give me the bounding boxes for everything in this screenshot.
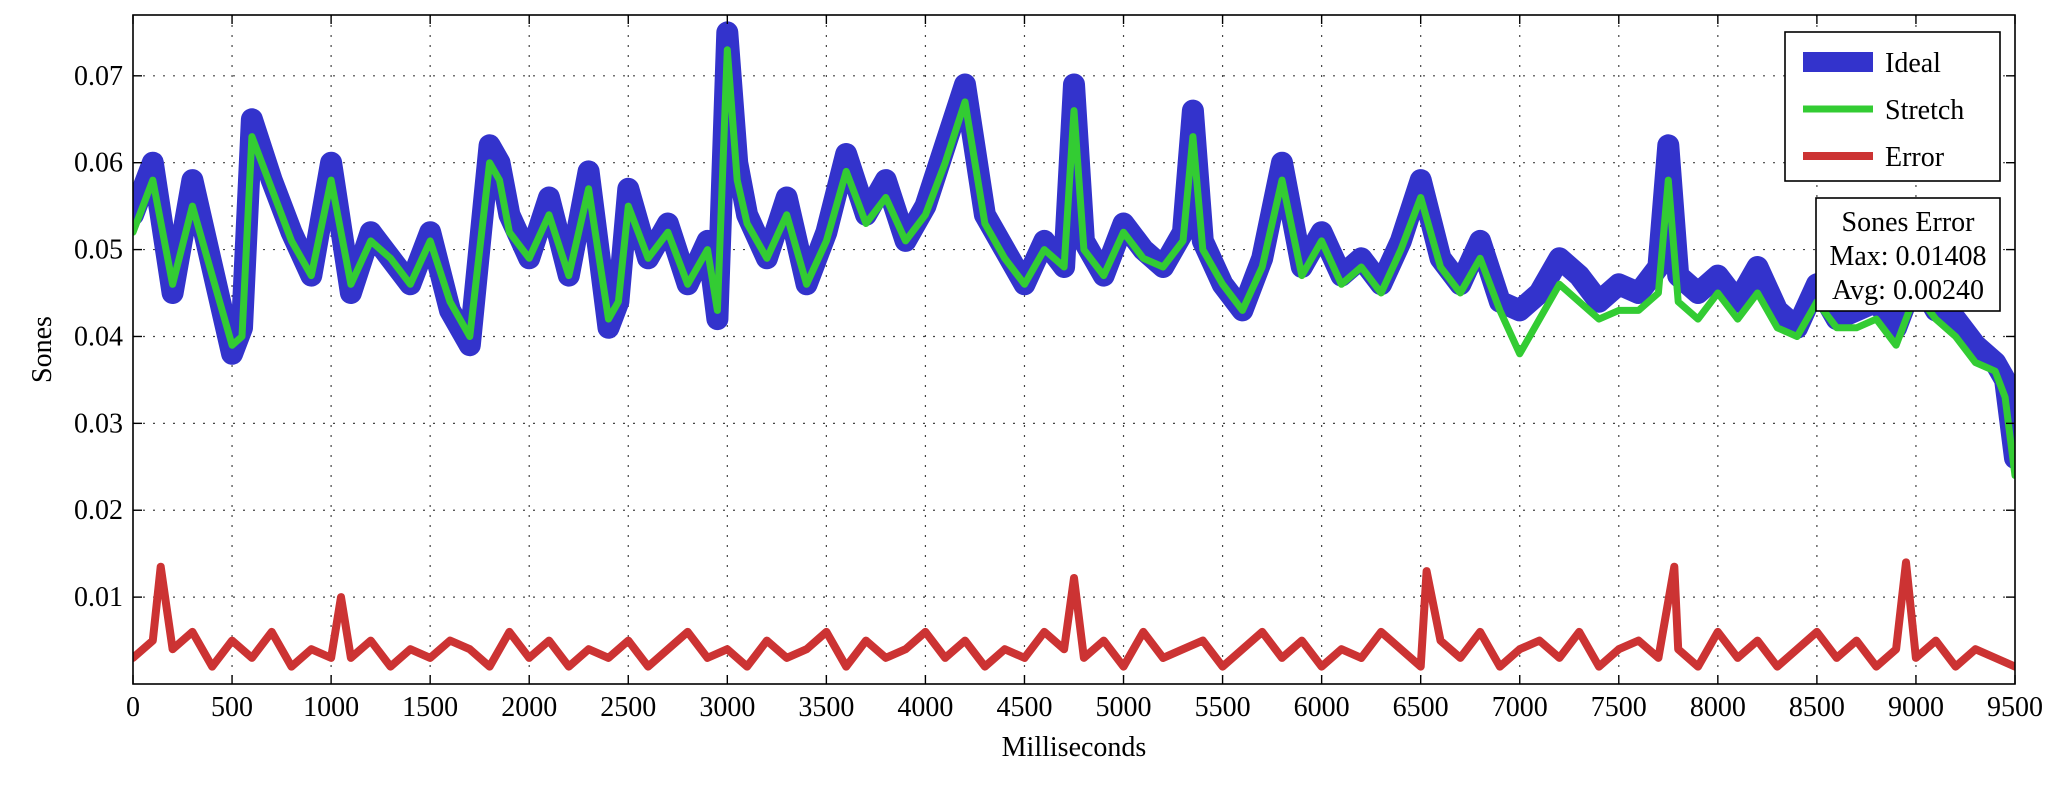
x-tick-label: 2000	[501, 692, 557, 723]
x-tick-label: 3500	[798, 692, 854, 723]
y-tick-label: 0.01	[74, 582, 123, 613]
y-tick-label: 0.06	[74, 148, 123, 179]
x-tick-label: 2500	[600, 692, 656, 723]
x-tick-label: 8500	[1789, 692, 1845, 723]
stats-max: Max: 0.01408	[1829, 241, 1986, 272]
y-tick-label: 0.07	[74, 61, 123, 92]
legend: Ideal Stretch Error	[1784, 31, 2001, 182]
y-tick-label: 0.03	[74, 408, 123, 439]
x-tick-label: 4000	[897, 692, 953, 723]
x-tick-label: 1000	[303, 692, 359, 723]
x-tick-label: 9500	[1987, 692, 2043, 723]
stats-annotation: Sones Error Max: 0.01408 Avg: 0.00240	[1815, 197, 2001, 312]
x-axis-label: Milliseconds	[1002, 732, 1147, 763]
x-tick-label: 6500	[1393, 692, 1449, 723]
x-tick-label: 7000	[1492, 692, 1548, 723]
x-tick-label: 7500	[1591, 692, 1647, 723]
x-tick-label: 3000	[699, 692, 755, 723]
legend-label-error: Error	[1885, 142, 1945, 173]
y-tick-label: 0.02	[74, 495, 123, 526]
y-tick-label: 0.04	[74, 321, 123, 352]
legend-label-stretch: Stretch	[1885, 95, 1964, 126]
legend-label-ideal: Ideal	[1885, 48, 1941, 79]
axis-ticks: 0 500 1000 1500 2000 2500 3000 3500 4000 4500 5000…	[74, 15, 2043, 723]
x-tick-label: 9000	[1888, 692, 1944, 723]
series-line-error	[133, 558, 2015, 671]
x-tick-label: 6000	[1294, 692, 1350, 723]
plot-area	[133, 21, 2015, 671]
x-tick-label: 4500	[996, 692, 1052, 723]
y-tick-label: 0.05	[74, 235, 123, 266]
x-tick-label: 1500	[402, 692, 458, 723]
x-tick-label: 500	[211, 692, 253, 723]
axes-frame	[132, 14, 2016, 685]
stats-avg: Avg: 0.00240	[1832, 275, 1984, 306]
stats-box	[1815, 197, 2001, 312]
x-tick-label: 5000	[1096, 692, 1152, 723]
x-tick-label: 8000	[1690, 692, 1746, 723]
x-tick-label: 5500	[1195, 692, 1251, 723]
x-tick-label: 0	[126, 692, 140, 723]
series-line-stretch	[133, 46, 2015, 479]
y-axis-label: Sones	[27, 316, 58, 383]
stats-title: Sones Error	[1842, 207, 1976, 238]
